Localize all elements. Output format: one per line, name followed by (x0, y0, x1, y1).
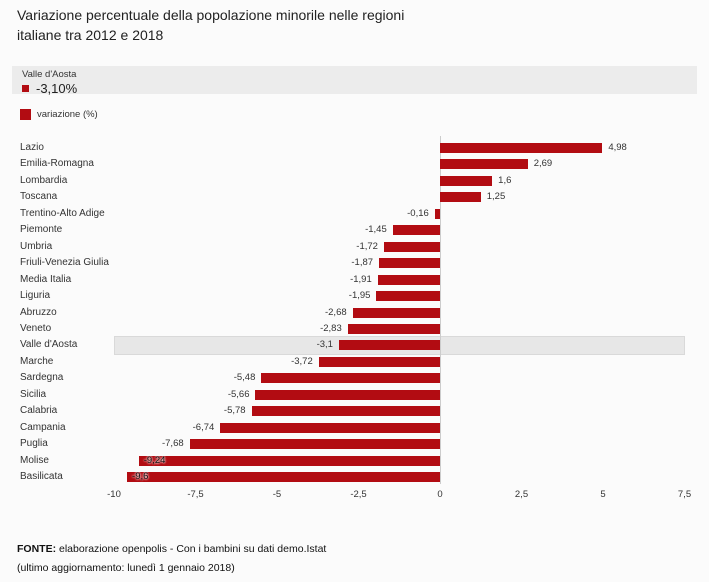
legend-item[interactable]: variazione (%) (20, 109, 98, 120)
value-label: -5,66 (227, 388, 250, 400)
series-marker-icon (22, 85, 29, 92)
value-label: -2,83 (320, 322, 342, 334)
region-label: Emilia-Romagna (20, 158, 94, 170)
tooltip-region-label: Valle d'Aosta (22, 69, 77, 80)
value-label: 2,69 (533, 158, 553, 170)
update-text: (ultimo aggiornamento: lunedì 1 gennaio … (17, 562, 235, 574)
source-label: FONTE: (17, 543, 57, 555)
region-label: Campania (20, 421, 66, 433)
x-axis-tick-label: -5 (272, 489, 282, 500)
bar[interactable] (440, 143, 603, 153)
value-label: -1,95 (348, 290, 371, 302)
value-label: -5,48 (233, 372, 256, 384)
region-label: Media Italia (20, 273, 72, 285)
region-label: Puglia (20, 438, 48, 450)
zero-axis-line (440, 136, 441, 484)
value-label: -6,74 (192, 421, 215, 433)
x-axis-tick-label: -10 (107, 489, 121, 500)
tooltip-value-row: -3,10% (22, 81, 77, 96)
bar[interactable] (377, 274, 440, 285)
bar[interactable] (127, 472, 440, 482)
tooltip-value: -3,10% (36, 81, 78, 96)
value-label: -1,45 (365, 224, 387, 236)
bar[interactable] (347, 323, 440, 334)
x-axis-tick-label: 0 (437, 489, 443, 500)
value-label: -1,72 (356, 240, 378, 252)
region-label: Umbria (20, 240, 53, 252)
bar[interactable] (189, 439, 440, 450)
bar[interactable] (352, 307, 440, 318)
bar-chart: Lazio 4,98 Emilia-Romagna 2,69 Lombardia 1,6 T… (20, 136, 692, 500)
region-label: Marche (20, 355, 54, 367)
page-title: Variazione percentuale della popolazione… (17, 5, 404, 45)
bar[interactable] (379, 258, 440, 269)
value-label: -3,72 (291, 355, 313, 367)
x-axis-tick-label: 2,5 (514, 489, 529, 500)
x-axis-tick-label: -7,5 (187, 489, 204, 500)
region-label: Molise (20, 454, 49, 466)
tooltip: Valle d'Aosta -3,10% (12, 66, 697, 96)
bar[interactable] (251, 406, 440, 417)
bar[interactable] (338, 340, 440, 351)
source-body: elaborazione openpolis - Con i bambini s… (59, 543, 327, 555)
bar[interactable] (440, 192, 481, 203)
bar[interactable] (376, 291, 440, 302)
value-label: 1,25 (486, 191, 506, 203)
page-title-line1: Variazione percentuale della popolazione… (17, 7, 405, 23)
bar[interactable] (440, 159, 528, 170)
value-label: -2,68 (324, 306, 347, 318)
region-label: Veneto (20, 322, 52, 334)
region-label: Lombardia (20, 174, 68, 186)
x-axis-tick-label: 5 (600, 489, 606, 500)
value-label: -5,78 (223, 405, 246, 417)
value-label: 4,98 (608, 142, 627, 153)
bar[interactable] (383, 241, 440, 252)
legend-swatch-icon (20, 109, 31, 120)
value-label: -9,6 (132, 471, 149, 482)
bar[interactable] (434, 208, 440, 219)
region-label: Friuli-Venezia Giulia (20, 257, 109, 269)
value-label: -0,16 (407, 207, 429, 219)
value-label: -3,1 (316, 339, 333, 351)
value-label: -9,24 (143, 454, 166, 466)
bar[interactable] (392, 225, 440, 236)
bar[interactable] (255, 389, 440, 400)
region-label: Piemonte (20, 224, 63, 236)
x-axis-tick-label: 7,5 (677, 489, 692, 500)
region-label: Lazio (20, 142, 44, 153)
value-label: -1,91 (350, 273, 372, 285)
bar[interactable] (318, 356, 440, 367)
bar[interactable] (220, 422, 440, 433)
region-label: Toscana (20, 191, 58, 203)
region-label: Sardegna (20, 372, 64, 384)
source-text: FONTE: elaborazione openpolis - Con i ba… (17, 543, 326, 555)
region-label: Sicilia (20, 388, 47, 400)
page-title-line2: italiane tra 2012 e 2018 (17, 27, 164, 43)
bar[interactable] (138, 455, 440, 466)
region-label: Basilicata (20, 471, 63, 482)
x-axis-tick-label: -2,5 (350, 489, 367, 500)
region-label: Trentino-Alto Adige (20, 207, 105, 219)
region-label: Valle d'Aosta (20, 339, 78, 351)
bar[interactable] (261, 373, 440, 384)
region-label: Liguria (20, 290, 51, 302)
value-label: -1,87 (351, 257, 374, 269)
value-label: -7,68 (161, 438, 184, 450)
legend-label: variazione (%) (37, 109, 98, 120)
value-label: 1,6 (498, 174, 512, 186)
region-label: Abruzzo (20, 306, 57, 318)
bar[interactable] (440, 175, 493, 186)
region-label: Calabria (20, 405, 58, 417)
